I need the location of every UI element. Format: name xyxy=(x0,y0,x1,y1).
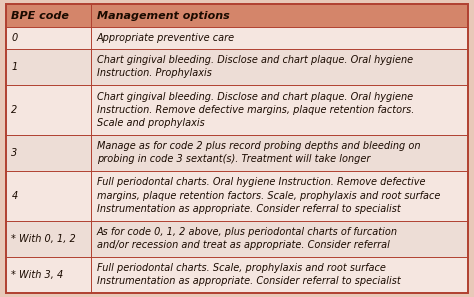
Text: Chart gingival bleeding. Disclose and chart plaque. Oral hygiene
Instruction. Pr: Chart gingival bleeding. Disclose and ch… xyxy=(97,55,413,78)
Text: 4: 4 xyxy=(11,191,18,201)
Text: 3: 3 xyxy=(11,148,18,158)
Bar xyxy=(91,221,468,257)
Text: Manage as for code 2 plus record probing depths and bleeding on
probing in code : Manage as for code 2 plus record probing… xyxy=(97,141,420,164)
Text: BPE code: BPE code xyxy=(11,11,69,21)
Text: 0: 0 xyxy=(11,33,18,43)
Bar xyxy=(6,171,91,221)
Bar xyxy=(6,49,91,85)
Text: Chart gingival bleeding. Disclose and chart plaque. Oral hygiene
Instruction. Re: Chart gingival bleeding. Disclose and ch… xyxy=(97,91,414,128)
Bar xyxy=(6,257,91,293)
Text: Full periodontal charts. Oral hygiene Instruction. Remove defective
margins, pla: Full periodontal charts. Oral hygiene In… xyxy=(97,178,440,214)
Text: 1: 1 xyxy=(11,62,18,72)
Text: As for code 0, 1, 2 above, plus periodontal charts of furcation
and/or recession: As for code 0, 1, 2 above, plus periodon… xyxy=(97,227,398,250)
Bar xyxy=(91,27,468,49)
Text: 2: 2 xyxy=(11,105,18,115)
Text: Management options: Management options xyxy=(97,11,230,21)
Bar xyxy=(6,135,91,171)
Bar xyxy=(91,85,468,135)
Bar xyxy=(91,135,468,171)
Bar xyxy=(6,4,91,27)
Bar xyxy=(91,171,468,221)
Text: * With 3, 4: * With 3, 4 xyxy=(11,270,64,279)
Bar xyxy=(91,4,468,27)
Bar xyxy=(91,49,468,85)
Text: Full periodontal charts. Scale, prophylaxis and root surface
Instrumentation as : Full periodontal charts. Scale, prophyla… xyxy=(97,263,401,286)
Bar xyxy=(91,257,468,293)
Text: * With 0, 1, 2: * With 0, 1, 2 xyxy=(11,234,76,244)
Bar xyxy=(6,27,91,49)
Text: Appropriate preventive care: Appropriate preventive care xyxy=(97,33,235,43)
Bar xyxy=(6,221,91,257)
Bar xyxy=(6,85,91,135)
